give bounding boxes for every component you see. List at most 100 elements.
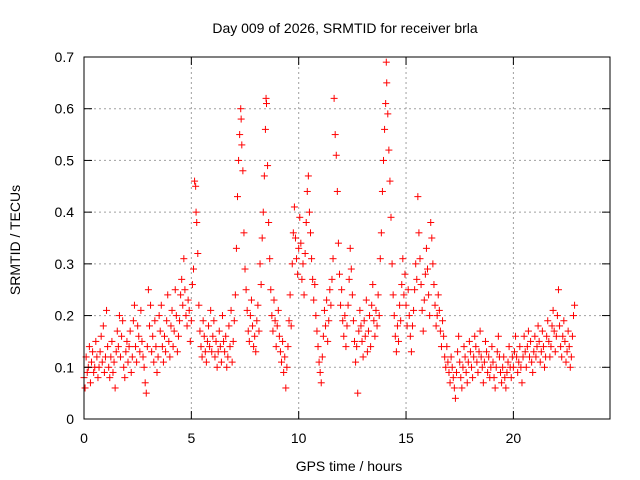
data-point — [279, 337, 287, 345]
data-point — [327, 301, 335, 309]
data-point — [222, 332, 230, 340]
data-point — [376, 255, 384, 263]
data-point — [178, 275, 186, 283]
data-point — [122, 348, 130, 356]
data-point — [110, 358, 118, 366]
data-point — [286, 291, 294, 299]
data-point — [560, 317, 568, 325]
data-point — [316, 368, 324, 376]
data-point — [283, 363, 291, 371]
data-point — [466, 348, 474, 356]
data-point — [459, 363, 467, 371]
data-point — [253, 317, 261, 325]
data-point — [418, 306, 426, 314]
data-point — [461, 353, 469, 361]
data-point — [563, 348, 571, 356]
data-point — [406, 332, 414, 340]
data-point — [344, 301, 352, 309]
data-point — [405, 312, 413, 320]
data-point — [274, 306, 282, 314]
data-point — [262, 100, 270, 108]
data-point — [185, 306, 193, 314]
data-point — [109, 368, 117, 376]
data-point — [485, 353, 493, 361]
data-point — [562, 358, 570, 366]
data-point — [473, 358, 481, 366]
data-point — [329, 255, 337, 263]
data-point — [373, 322, 381, 330]
data-point — [431, 301, 439, 309]
data-point — [490, 374, 498, 382]
data-point — [456, 358, 464, 366]
data-point — [441, 353, 449, 361]
data-point — [164, 291, 172, 299]
data-point — [167, 322, 175, 330]
data-point — [401, 270, 409, 278]
data-point — [173, 348, 181, 356]
data-point — [294, 270, 302, 278]
grid — [84, 57, 610, 419]
data-point — [426, 312, 434, 320]
data-point — [129, 317, 137, 325]
data-point — [171, 286, 179, 294]
data-point — [408, 322, 416, 330]
chart-title: Day 009 of 2026, SRMTID for receiver brl… — [212, 20, 478, 36]
data-point — [224, 353, 232, 361]
data-point — [391, 332, 399, 340]
data-point — [223, 363, 231, 371]
data-point — [427, 218, 435, 226]
data-point — [539, 343, 547, 351]
data-point — [559, 332, 567, 340]
data-point — [181, 286, 189, 294]
data-point — [152, 343, 160, 351]
data-point — [520, 332, 528, 340]
data-point — [361, 332, 369, 340]
data-point — [476, 327, 484, 335]
data-point — [483, 348, 491, 356]
data-point — [399, 255, 407, 263]
data-point — [254, 301, 262, 309]
data-point — [237, 115, 245, 123]
data-point — [104, 343, 112, 351]
data-point — [114, 343, 122, 351]
data-point — [202, 358, 210, 366]
data-point — [385, 146, 393, 154]
data-point — [176, 317, 184, 325]
data-point — [412, 260, 420, 268]
data-point — [351, 337, 359, 345]
data-point — [518, 379, 526, 387]
data-point — [83, 368, 91, 376]
data-point — [527, 337, 535, 345]
data-point — [213, 363, 221, 371]
data-point — [299, 260, 307, 268]
data-point — [451, 394, 459, 402]
data-point — [400, 291, 408, 299]
data-point — [533, 343, 541, 351]
data-point — [309, 275, 317, 283]
data-point — [504, 358, 512, 366]
data-point — [510, 348, 518, 356]
data-point — [414, 193, 422, 201]
data-point — [348, 291, 356, 299]
data-point — [422, 244, 430, 252]
data-point — [479, 379, 487, 387]
data-point — [267, 286, 275, 294]
data-point — [127, 368, 135, 376]
data-point — [440, 332, 448, 340]
data-point — [544, 317, 552, 325]
data-point — [454, 348, 462, 356]
data-point — [317, 379, 325, 387]
data-point — [323, 296, 331, 304]
data-point — [318, 353, 326, 361]
data-point — [249, 322, 257, 330]
data-point — [106, 374, 114, 382]
data-point — [528, 358, 536, 366]
data-point — [251, 332, 259, 340]
data-point — [537, 348, 545, 356]
data-point — [465, 337, 473, 345]
data-point — [308, 255, 316, 263]
data-point — [128, 353, 136, 361]
data-point — [516, 343, 524, 351]
data-point — [462, 368, 470, 376]
